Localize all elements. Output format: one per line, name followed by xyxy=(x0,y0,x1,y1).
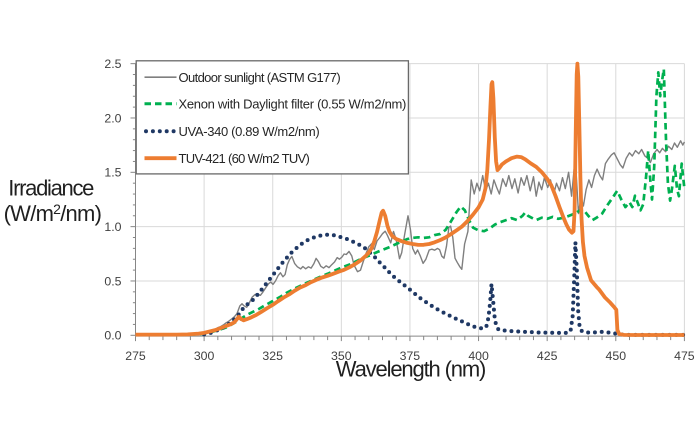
svg-text:450: 450 xyxy=(606,349,627,363)
svg-text:Irradiance: Irradiance xyxy=(8,176,94,201)
svg-text:0.0: 0.0 xyxy=(104,329,121,343)
svg-text:UVA-340 (0.89 W/m2/nm): UVA-340 (0.89 W/m2/nm) xyxy=(179,124,320,139)
svg-text:Outdoor sunlight (ASTM G177): Outdoor sunlight (ASTM G177) xyxy=(179,70,341,85)
svg-text:1.5: 1.5 xyxy=(104,166,121,180)
svg-text:0.5: 0.5 xyxy=(104,274,121,288)
svg-text:TUV-421 (60 W/m2 TUV): TUV-421 (60 W/m2 TUV) xyxy=(179,151,310,166)
svg-text:400: 400 xyxy=(468,349,489,363)
svg-text:1.0: 1.0 xyxy=(104,220,121,234)
svg-text:2.0: 2.0 xyxy=(104,111,121,125)
svg-text:475: 475 xyxy=(674,349,695,363)
svg-text:(W/m2/nm): (W/m2/nm) xyxy=(4,201,102,226)
svg-text:425: 425 xyxy=(537,349,558,363)
svg-text:2.5: 2.5 xyxy=(104,57,121,71)
svg-text:300: 300 xyxy=(194,349,215,363)
svg-text:275: 275 xyxy=(125,349,146,363)
svg-text:325: 325 xyxy=(262,349,283,363)
svg-text:375: 375 xyxy=(400,349,421,363)
svg-text:350: 350 xyxy=(331,349,352,363)
svg-text:Wavelength (nm): Wavelength (nm) xyxy=(336,356,485,381)
svg-text:Xenon with Daylight filter (0.: Xenon with Daylight filter (0.55 W/m2/nm… xyxy=(179,97,407,112)
